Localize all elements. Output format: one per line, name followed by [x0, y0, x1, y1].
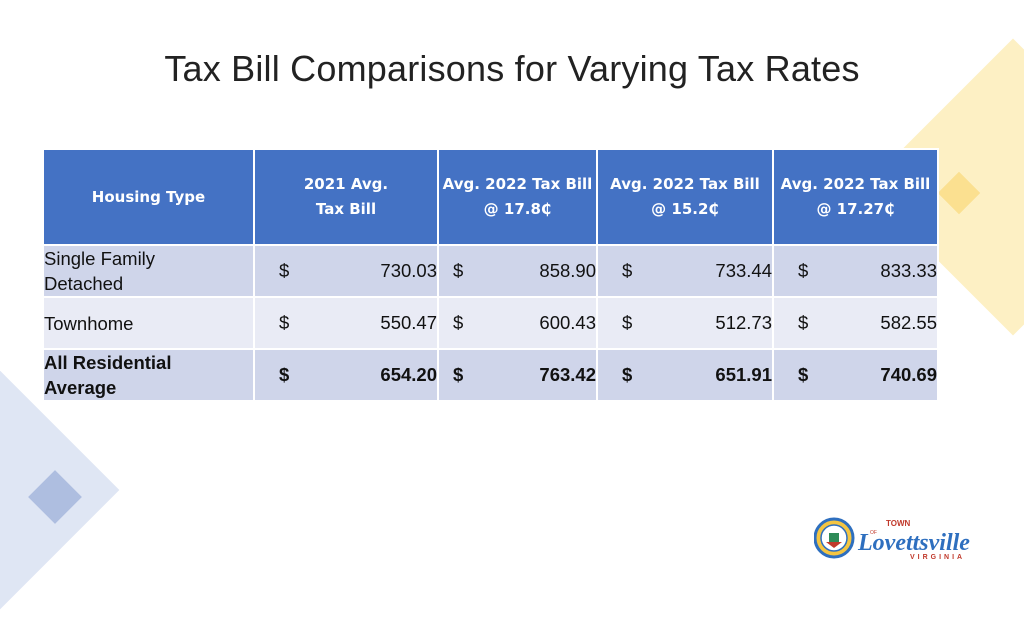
header-2022-17-8: Avg. 2022 Tax Bill @ 17.8₵: [437, 148, 598, 246]
town-logo: TOWN OF Lovettsville VIRGINIA: [814, 517, 970, 560]
currency-symbol: $: [279, 364, 290, 385]
currency-symbol: $: [453, 260, 464, 281]
value-cell: $651.91: [596, 348, 774, 402]
currency-symbol: $: [279, 312, 290, 333]
amount: 730.03: [380, 260, 437, 281]
currency-symbol: $: [453, 364, 464, 385]
value-cell: $740.69: [772, 348, 939, 402]
currency-symbol: $: [798, 364, 809, 385]
amount: 733.44: [715, 260, 772, 281]
logo-name-text: Lovettsville: [857, 530, 970, 556]
currency-symbol: $: [279, 260, 290, 281]
logo-state-text: VIRGINIA: [910, 554, 965, 560]
header-housing-type: Housing Type: [42, 148, 255, 246]
header-2021-avg: 2021 Avg. Tax Bill: [253, 148, 439, 246]
page-title: Tax Bill Comparisons for Varying Tax Rat…: [164, 48, 860, 89]
amount: 740.69: [880, 364, 937, 385]
value-cell: $833.33: [772, 244, 939, 298]
amount: 512.73: [715, 312, 772, 333]
header-2022-17-27: Avg. 2022 Tax Bill @ 17.27₵: [772, 148, 939, 246]
amount: 763.42: [539, 364, 596, 385]
amount: 654.20: [380, 364, 437, 385]
amount: 600.43: [539, 312, 596, 333]
housing-type-cell: Single Family Detached: [42, 244, 255, 298]
table-row: All Residential Average $654.20 $763.42 $…: [42, 348, 939, 402]
value-cell: $730.03: [253, 244, 439, 298]
currency-symbol: $: [798, 312, 809, 333]
currency-symbol: $: [798, 260, 809, 281]
value-cell: $582.55: [772, 296, 939, 350]
logo-town-text: TOWN: [886, 519, 911, 528]
header-2022-15-2: Avg. 2022 Tax Bill @ 15.2₵: [596, 148, 774, 246]
value-cell: $600.43: [437, 296, 598, 350]
currency-symbol: $: [622, 312, 633, 333]
amount: 651.91: [715, 364, 772, 385]
table-header-row: Housing Type 2021 Avg. Tax Bill Avg. 2022…: [42, 148, 939, 246]
amount: 550.47: [380, 312, 437, 333]
value-cell: $654.20: [253, 348, 439, 402]
housing-type-cell: Townhome: [42, 296, 255, 350]
currency-symbol: $: [453, 312, 464, 333]
value-cell: $550.47: [253, 296, 439, 350]
value-cell: $858.90: [437, 244, 598, 298]
value-cell: $763.42: [437, 348, 598, 402]
logo-of-text: OF: [870, 530, 877, 536]
tax-comparison-table: Housing Type 2021 Avg. Tax Bill Avg. 2022…: [42, 148, 939, 402]
table-row: Single Family Detached $730.03 $858.90 $7…: [42, 244, 939, 298]
currency-symbol: $: [622, 364, 633, 385]
amount: 582.55: [880, 312, 937, 333]
housing-type-cell: All Residential Average: [42, 348, 255, 402]
value-cell: $512.73: [596, 296, 774, 350]
town-seal-icon: [814, 517, 855, 559]
currency-symbol: $: [622, 260, 633, 281]
amount: 858.90: [539, 260, 596, 281]
table-row: Townhome $550.47 $600.43 $512.73 $582.55: [42, 296, 939, 350]
amount: 833.33: [880, 260, 937, 281]
value-cell: $733.44: [596, 244, 774, 298]
